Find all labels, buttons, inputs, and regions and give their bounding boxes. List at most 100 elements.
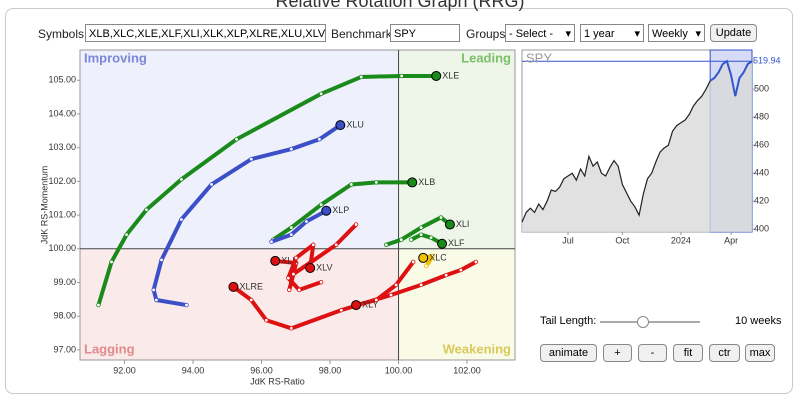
control-button[interactable]: -	[638, 344, 667, 362]
panel-title: SPY	[526, 50, 552, 65]
y-tick-label: 480	[754, 112, 769, 122]
period-select[interactable]: 1 year	[580, 24, 644, 42]
tail-dot	[297, 287, 302, 293]
control-button[interactable]: fit	[673, 344, 703, 362]
tail-dot	[418, 225, 424, 230]
price-area	[522, 61, 752, 233]
y-tick-label: 100.00	[48, 243, 76, 253]
quadrant	[398, 50, 515, 249]
tail-line	[286, 242, 324, 292]
head-marker	[321, 205, 332, 216]
tail-dot	[249, 297, 254, 303]
plot-border	[79, 49, 516, 361]
y-tick-label: 101.00	[48, 209, 76, 219]
tail-dot	[159, 257, 164, 263]
quadrant-label: Leading	[461, 50, 511, 65]
tail-dot	[334, 242, 339, 247]
tail-line	[354, 259, 416, 308]
tail-dot	[353, 222, 359, 227]
tail-dot	[418, 282, 424, 288]
quadrant-label: Lagging	[84, 341, 135, 356]
tail-value: 10 weeks	[735, 315, 782, 327]
tail-dot	[269, 239, 274, 244]
x-tick-label: 94.00	[182, 365, 205, 375]
tail-dot	[144, 207, 149, 212]
series-label: XLP	[332, 205, 349, 215]
groups-select[interactable]: - Select -	[505, 24, 575, 42]
series-label: XLU	[346, 120, 364, 130]
tail-dot	[249, 156, 254, 162]
y-tick-label: 104.00	[48, 108, 76, 118]
series-label: XLF	[448, 238, 465, 248]
x-tick-label: Apr	[724, 235, 738, 245]
tail-dot	[317, 137, 322, 142]
tail-dot	[293, 255, 299, 261]
x-tick-label: Jul	[562, 235, 574, 245]
slider-knob[interactable]	[637, 316, 649, 328]
x-tick-label: 98.00	[319, 365, 342, 375]
app-frame	[5, 8, 793, 394]
tail-dot	[359, 74, 364, 80]
interval-select[interactable]: Weekly	[648, 24, 705, 42]
y-axis-label: JdK RS-Momentum	[39, 166, 49, 245]
tail-dot	[96, 302, 101, 308]
tail-dot	[374, 297, 379, 303]
tail-line	[151, 123, 343, 308]
control-button[interactable]: animate	[540, 344, 597, 362]
tail-dot	[418, 232, 424, 237]
quadrant	[398, 248, 515, 360]
y-tick-label: 500	[754, 84, 769, 94]
tail-dot	[458, 267, 464, 273]
series-label: XLE	[442, 70, 459, 80]
tail-dot	[234, 137, 239, 142]
series-label: XLRE	[239, 281, 263, 291]
head-marker	[335, 120, 346, 131]
y-tick-label: 97.00	[53, 344, 76, 354]
tail-dot	[443, 272, 449, 278]
tail-dot	[374, 180, 379, 185]
tail-dot	[339, 307, 344, 313]
tail-dot	[151, 287, 156, 293]
quadrant-label: Improving	[84, 50, 147, 65]
tail-dot	[304, 219, 309, 224]
benchmark-label: Benchmark:	[331, 27, 396, 41]
tail-dot	[428, 235, 434, 240]
head-marker	[305, 263, 316, 274]
control-button[interactable]: max	[745, 344, 775, 362]
y-tick-label: 102.00	[48, 176, 76, 186]
head-marker	[351, 300, 362, 311]
tail-dot	[388, 292, 394, 298]
tail-dot	[289, 326, 294, 331]
symbols-input[interactable]: XLB,XLC,XLE,XLF,XLI,XLK,XLP,XLRE,XLU,XLV…	[85, 24, 326, 42]
tail-dot	[209, 182, 214, 187]
tail-dot	[349, 182, 354, 187]
x-tick-label: Oct	[615, 235, 630, 245]
series-label: XLC	[429, 252, 447, 262]
tail-dot	[424, 263, 429, 269]
last-price-label: 519.94	[753, 56, 781, 66]
tail-line	[409, 232, 445, 246]
tail-dot	[384, 242, 389, 247]
update-button[interactable]: Update	[710, 24, 757, 42]
control-button[interactable]: ctr	[709, 344, 740, 362]
tail-dot	[399, 237, 404, 242]
tail-dot	[154, 297, 159, 303]
x-tick-label: 2024	[671, 235, 691, 245]
tail-dot	[264, 318, 269, 323]
tail-dot	[473, 259, 479, 265]
tail-dot	[438, 215, 444, 220]
head-marker	[431, 70, 442, 81]
y-tick-label: 440	[754, 168, 769, 178]
x-axis-label: JdK RS-Ratio	[250, 376, 305, 386]
benchmark-input[interactable]: SPY	[390, 24, 460, 42]
symbols-label: Symbols:	[38, 27, 88, 41]
y-tick-label: 103.00	[48, 142, 76, 152]
tail-dot	[399, 73, 404, 79]
tail-label: Tail Length:	[540, 315, 597, 327]
control-button[interactable]: +	[603, 344, 632, 362]
tail-line	[271, 180, 415, 242]
tail-dot	[318, 91, 324, 97]
tail-dot	[393, 282, 399, 288]
